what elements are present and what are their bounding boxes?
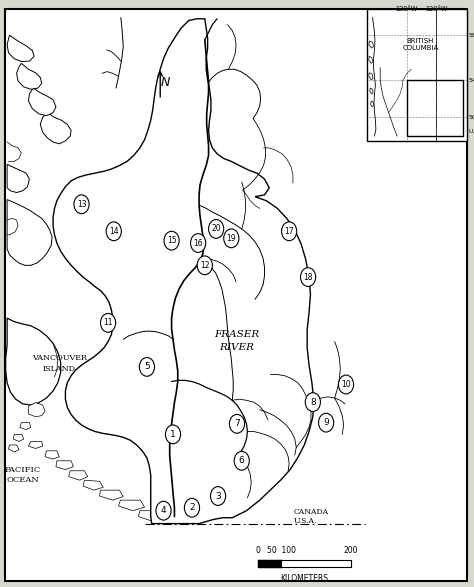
Text: 0: 0 <box>256 546 261 555</box>
Polygon shape <box>53 19 314 524</box>
Polygon shape <box>28 88 56 116</box>
Polygon shape <box>7 200 52 265</box>
Circle shape <box>234 451 249 470</box>
Circle shape <box>229 414 245 433</box>
Polygon shape <box>369 73 373 80</box>
Text: 50°N: 50°N <box>468 115 474 120</box>
Text: 54°N: 54°N <box>468 78 474 83</box>
Text: 200: 200 <box>344 546 358 555</box>
Text: 10: 10 <box>341 380 351 389</box>
Text: U.S.A.: U.S.A. <box>294 517 317 525</box>
Text: CANADA: CANADA <box>294 508 329 516</box>
Polygon shape <box>138 511 165 521</box>
Polygon shape <box>6 318 61 405</box>
Text: 7: 7 <box>234 419 240 429</box>
Text: 18: 18 <box>303 272 313 282</box>
Circle shape <box>184 498 200 517</box>
Text: ISLAND: ISLAND <box>43 365 76 373</box>
Circle shape <box>338 375 354 394</box>
Text: 3: 3 <box>215 491 221 501</box>
Text: FRASER: FRASER <box>214 330 260 339</box>
Text: 6: 6 <box>239 456 245 465</box>
Text: 9: 9 <box>323 418 329 427</box>
Polygon shape <box>45 451 59 459</box>
Text: 17: 17 <box>284 227 294 236</box>
Text: 130°W: 130°W <box>395 6 418 12</box>
Text: KILOMETERS: KILOMETERS <box>281 574 328 583</box>
Circle shape <box>156 501 171 520</box>
Text: VANCOUVER: VANCOUVER <box>32 354 87 362</box>
Circle shape <box>224 229 239 248</box>
Text: COLUMBIA: COLUMBIA <box>402 45 438 51</box>
Polygon shape <box>56 461 73 470</box>
Text: 12: 12 <box>200 261 210 270</box>
Circle shape <box>209 220 224 238</box>
Text: OCEAN: OCEAN <box>6 476 39 484</box>
Text: 13: 13 <box>77 200 86 209</box>
Polygon shape <box>369 41 374 48</box>
Text: 11: 11 <box>103 318 113 328</box>
Circle shape <box>282 222 297 241</box>
Text: 20: 20 <box>211 224 221 234</box>
Polygon shape <box>9 445 19 452</box>
Circle shape <box>139 357 155 376</box>
Bar <box>407 80 463 136</box>
Text: $\mathit{N}$: $\mathit{N}$ <box>160 76 172 89</box>
Polygon shape <box>20 423 31 430</box>
Polygon shape <box>370 88 373 94</box>
Text: 8: 8 <box>310 397 316 407</box>
Polygon shape <box>7 35 34 62</box>
Polygon shape <box>40 113 71 144</box>
Polygon shape <box>100 490 123 500</box>
Circle shape <box>319 413 334 432</box>
Text: PACIFIC: PACIFIC <box>5 465 41 474</box>
Polygon shape <box>83 480 103 490</box>
Circle shape <box>165 425 181 444</box>
Circle shape <box>100 313 116 332</box>
Bar <box>367 9 467 141</box>
Text: 19: 19 <box>227 234 236 243</box>
Text: 58°N: 58°N <box>468 33 474 38</box>
Polygon shape <box>369 56 373 63</box>
Circle shape <box>305 393 320 411</box>
Polygon shape <box>28 403 45 417</box>
Text: RIVER: RIVER <box>219 343 255 352</box>
Bar <box>7 15 365 578</box>
Text: 50  100: 50 100 <box>267 546 296 555</box>
Polygon shape <box>13 434 24 441</box>
Text: 14: 14 <box>109 227 118 236</box>
Text: 1: 1 <box>170 430 176 439</box>
Text: 5: 5 <box>144 362 150 372</box>
Text: U.S.A.: U.S.A. <box>468 129 474 134</box>
Polygon shape <box>7 164 29 193</box>
Text: BRITISH: BRITISH <box>407 38 434 44</box>
Text: 16: 16 <box>193 238 203 248</box>
Polygon shape <box>118 500 145 511</box>
Circle shape <box>106 222 121 241</box>
Polygon shape <box>17 63 42 89</box>
Text: 2: 2 <box>189 503 195 512</box>
Circle shape <box>197 256 212 275</box>
Circle shape <box>164 231 179 250</box>
Text: 120°W: 120°W <box>425 6 447 12</box>
Text: 4: 4 <box>161 506 166 515</box>
Polygon shape <box>371 101 374 107</box>
Circle shape <box>210 487 226 505</box>
Text: 15: 15 <box>167 236 176 245</box>
Polygon shape <box>69 471 88 480</box>
Circle shape <box>74 195 89 214</box>
Circle shape <box>301 268 316 286</box>
Polygon shape <box>28 441 43 448</box>
Circle shape <box>191 234 206 252</box>
